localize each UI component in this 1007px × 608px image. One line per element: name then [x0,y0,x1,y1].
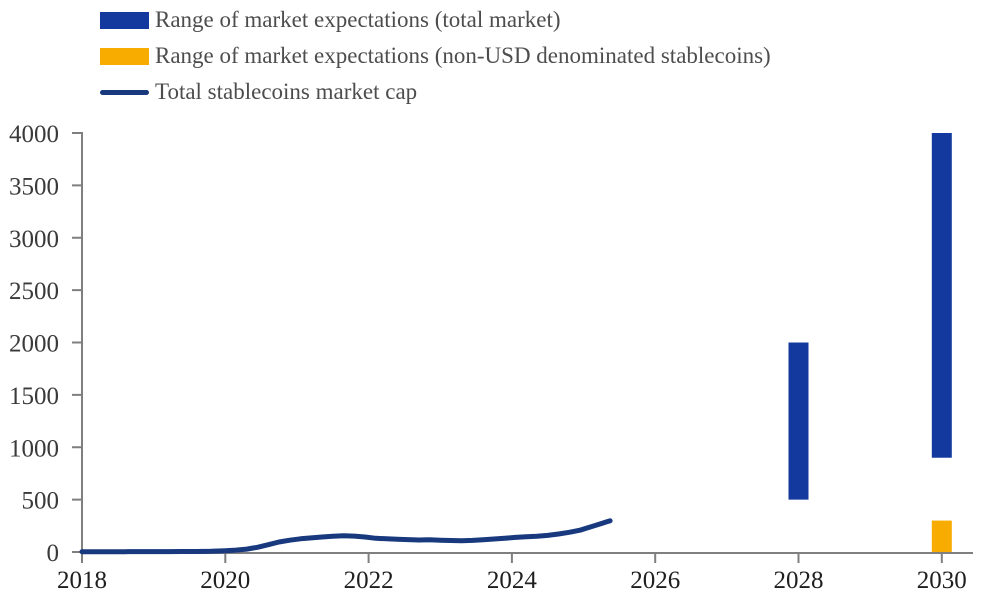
range-bar [931,133,952,458]
x-tick-label: 2028 [774,567,824,594]
legend-item-label: Range of market expectations (non-USD de… [155,43,771,68]
x-tick-label: 2022 [344,567,394,594]
y-tick-label: 1500 [9,383,59,410]
y-tick-label: 3000 [9,226,59,253]
market-cap-line [79,518,613,555]
orange-range-swatch-icon [100,47,149,65]
y-tick-label: 0 [47,540,60,567]
range-bar [788,342,809,500]
legend-item-label: Total stablecoins market cap [155,79,418,104]
y-tick-label: 2000 [9,331,59,358]
y-tick-label: 4000 [9,121,59,148]
legend-item-label: Range of market expectations (total mark… [155,7,561,32]
y-tick-label: 3500 [9,173,59,200]
legend-item-total-market-range: Range of market expectations (total mark… [100,2,771,38]
line-swatch-icon [100,89,149,95]
y-tick-label: 2500 [9,278,59,305]
legend: Range of market expectations (total mark… [100,2,771,110]
x-tick-label: 2018 [57,567,107,594]
range-bar [931,520,952,552]
y-tick-label: 500 [22,488,60,515]
blue-range-swatch-icon [100,11,149,29]
y-tick-label: 1000 [9,435,59,462]
x-tick-label: 2024 [487,567,538,594]
x-tick-label: 2020 [200,567,250,594]
legend-item-market-cap-line: Total stablecoins market cap [100,74,771,110]
x-tick-label: 2026 [630,567,680,594]
legend-item-nonusd-range: Range of market expectations (non-USD de… [100,38,771,74]
x-tick-label: 2030 [917,567,967,594]
